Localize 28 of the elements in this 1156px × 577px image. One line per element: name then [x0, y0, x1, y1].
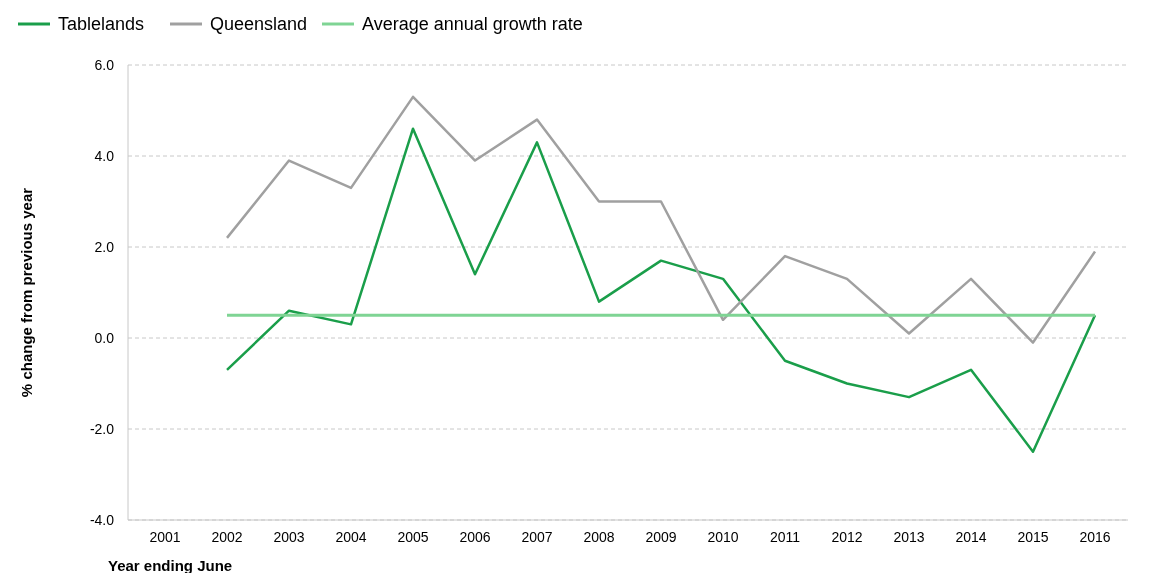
- x-tick-label: 2013: [893, 529, 925, 545]
- legend-label: Average annual growth rate: [362, 14, 583, 34]
- y-tick-label: -4.0: [89, 511, 115, 528]
- x-tick-label: 2003: [273, 529, 305, 545]
- x-tick-label: 2014: [955, 529, 987, 545]
- x-tick-label: 2011: [769, 529, 801, 545]
- line-series: [225, 95, 1097, 344]
- legend-label: Queensland: [210, 14, 308, 34]
- legend-label: Tablelands: [58, 14, 145, 34]
- x-tick-label: 2016: [1079, 529, 1111, 545]
- x-tick-label: 2012: [831, 529, 863, 545]
- x-tick-label: 2006: [459, 529, 491, 545]
- x-tick-label: 2004: [335, 529, 367, 545]
- y-tick-label: 6.0: [94, 56, 115, 73]
- x-tick-label: 2009: [645, 529, 677, 545]
- x-tick-label: 2001: [149, 529, 181, 545]
- y-tick-label: 4.0: [94, 147, 115, 164]
- line-series: [225, 127, 1097, 453]
- x-tick-label: 2007: [521, 529, 553, 545]
- y-tick-label: 0.0: [94, 329, 115, 346]
- y-tick-label: 2.0: [94, 238, 115, 255]
- x-tick-label: 2005: [397, 529, 429, 545]
- x-tick-label: 2002: [211, 529, 243, 545]
- y-axis-title: % change from previous year: [18, 187, 35, 398]
- x-tick-label: 2008: [583, 529, 615, 545]
- x-tick-label: 2010: [707, 529, 739, 545]
- y-tick-label: -2.0: [89, 420, 115, 437]
- x-tick-label: 2015: [1017, 529, 1049, 545]
